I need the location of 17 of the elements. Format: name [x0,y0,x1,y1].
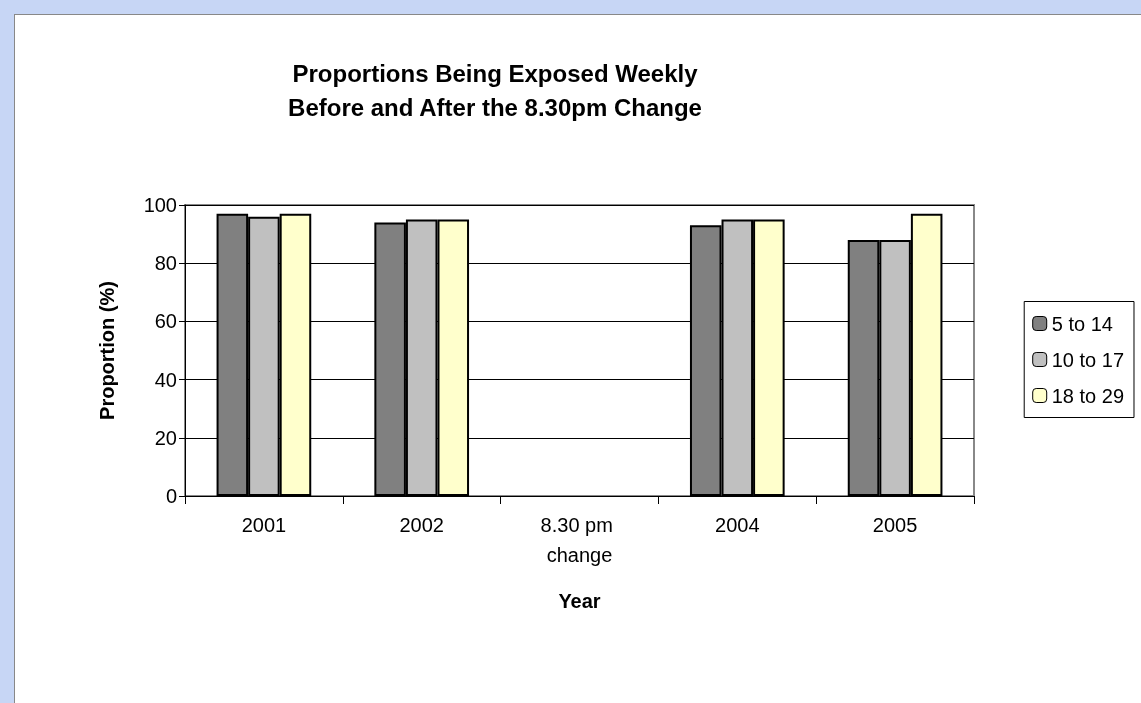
legend-label: 5 to 14 [1051,312,1113,335]
x-tick-label: 8.30 pm change [540,514,619,566]
chart-title: Proportions Being Exposed Weekly Before and After the 8.30pm Change [288,59,702,121]
y-tick-label: 80 [154,252,177,275]
y-tick-label: 60 [154,310,177,333]
x-tick-label: 2001 [241,514,287,536]
y-tick-label: 100 [143,194,177,216]
y-tick-label: 0 [165,485,177,507]
legend-label: 10 to 17 [1051,348,1125,371]
x-tick-label: 2005 [872,514,918,536]
x-tick-label: 2002 [399,514,444,536]
y-axis-title: Proportion (%) [96,281,118,420]
y-tick-label: 20 [154,426,177,449]
x-axis-title: Year [558,590,601,612]
legend-label: 18 to 29 [1051,384,1125,407]
y-tick-label: 40 [154,368,177,391]
x-tick-label: 2004 [715,514,760,536]
